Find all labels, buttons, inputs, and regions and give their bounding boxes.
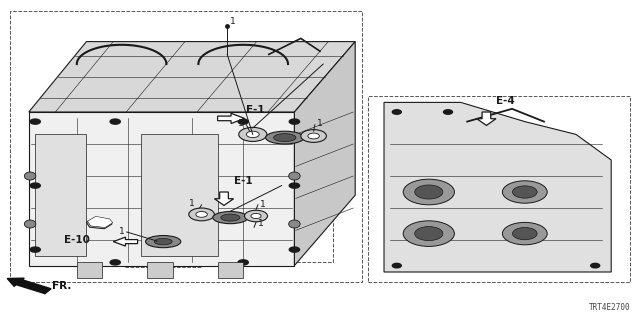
Circle shape	[196, 212, 207, 217]
Text: E-1: E-1	[246, 105, 264, 116]
Circle shape	[246, 131, 259, 138]
Circle shape	[189, 208, 214, 221]
Bar	[125, 218, 202, 267]
Text: E-4: E-4	[496, 96, 515, 106]
Circle shape	[289, 119, 300, 124]
Circle shape	[110, 260, 120, 265]
Circle shape	[308, 133, 319, 139]
Text: E-1: E-1	[234, 176, 252, 186]
Text: 1: 1	[317, 119, 323, 128]
Ellipse shape	[289, 220, 300, 228]
Ellipse shape	[289, 172, 300, 180]
Bar	[218, 262, 243, 278]
Circle shape	[513, 228, 537, 240]
Ellipse shape	[146, 236, 180, 248]
Polygon shape	[477, 112, 496, 125]
Polygon shape	[214, 192, 234, 205]
Ellipse shape	[221, 214, 240, 221]
Circle shape	[289, 247, 300, 252]
Circle shape	[415, 227, 443, 241]
Circle shape	[238, 119, 248, 124]
Circle shape	[392, 263, 401, 268]
Circle shape	[415, 185, 443, 199]
Circle shape	[289, 183, 300, 188]
Polygon shape	[218, 113, 244, 124]
Polygon shape	[86, 218, 112, 229]
Polygon shape	[294, 42, 355, 266]
Circle shape	[444, 110, 452, 114]
Text: 1: 1	[230, 17, 236, 26]
Ellipse shape	[154, 238, 172, 245]
Circle shape	[251, 213, 261, 219]
Circle shape	[30, 247, 40, 252]
Bar	[368, 96, 630, 282]
Circle shape	[403, 179, 454, 205]
Circle shape	[502, 222, 547, 245]
Circle shape	[591, 263, 600, 268]
Ellipse shape	[212, 212, 248, 224]
Polygon shape	[88, 216, 113, 228]
Text: TRT4E2700: TRT4E2700	[589, 303, 630, 312]
Text: 1: 1	[238, 119, 244, 128]
Bar	[77, 262, 102, 278]
Text: 1: 1	[258, 219, 264, 228]
Bar	[35, 134, 86, 256]
Text: 1: 1	[189, 199, 195, 208]
Text: E-10: E-10	[64, 235, 90, 245]
Ellipse shape	[24, 172, 36, 180]
Polygon shape	[113, 237, 138, 246]
Circle shape	[392, 110, 401, 114]
Polygon shape	[29, 112, 294, 266]
Circle shape	[238, 260, 248, 265]
Bar	[147, 262, 173, 278]
Ellipse shape	[274, 133, 296, 141]
Circle shape	[30, 183, 40, 188]
Text: 1: 1	[119, 228, 125, 236]
FancyArrow shape	[7, 278, 51, 294]
Ellipse shape	[266, 131, 304, 144]
Bar	[173, 187, 333, 262]
Circle shape	[502, 181, 547, 203]
Bar	[141, 134, 218, 256]
Ellipse shape	[24, 220, 36, 228]
Circle shape	[301, 130, 326, 142]
Polygon shape	[29, 42, 355, 112]
Circle shape	[513, 186, 537, 198]
Bar	[10, 11, 362, 282]
Circle shape	[244, 210, 268, 222]
Circle shape	[30, 119, 40, 124]
Circle shape	[239, 127, 267, 141]
Polygon shape	[384, 102, 611, 272]
Circle shape	[403, 221, 454, 246]
Text: 1: 1	[260, 200, 266, 209]
Text: FR.: FR.	[52, 281, 72, 292]
Circle shape	[110, 119, 120, 124]
